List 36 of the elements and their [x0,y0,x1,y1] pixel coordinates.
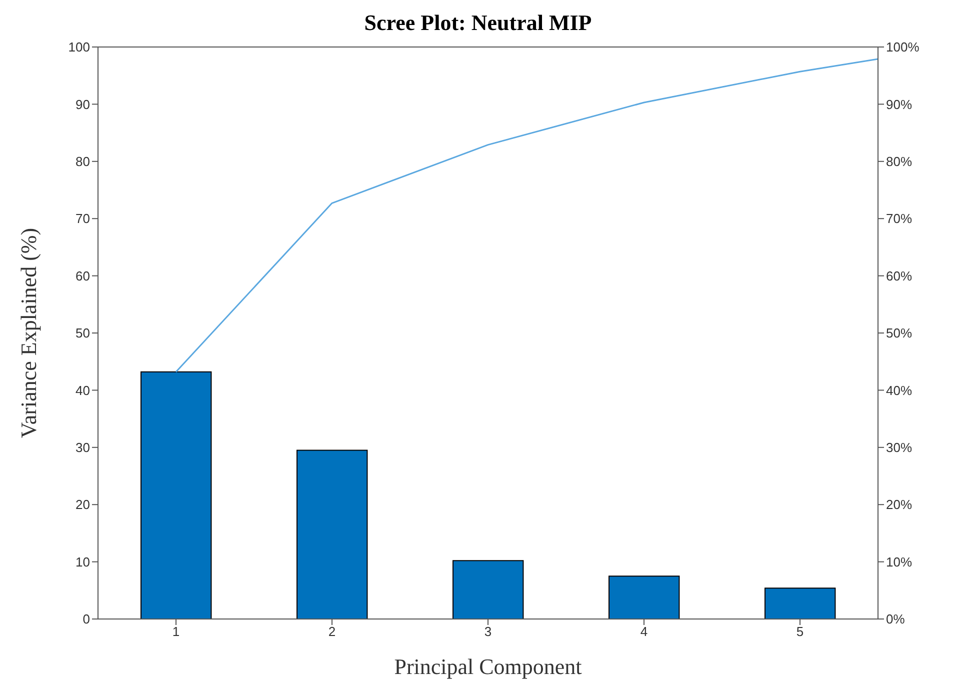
y2-tick-label: 100% [886,40,920,55]
y-tick-label: 40 [76,382,90,398]
x-axis-title: Principal Component [394,654,582,679]
y-tick-label: 100 [68,40,90,55]
x-tick-label: 5 [796,624,804,640]
y-tick-label: 80 [76,154,90,170]
x-tick-label: 1 [172,624,180,640]
y-tick-label: 10 [76,554,90,570]
y2-tick-label: 90% [886,96,912,112]
y2-tick-label: 50% [886,326,912,341]
y2-tick-label: 10% [886,554,912,570]
bar [452,560,524,619]
chart-title: Scree Plot: Neutral MIP [363,9,593,37]
y-tick-label: 60 [76,268,90,284]
y-tick-label: 20 [76,497,90,512]
line-series [175,58,878,373]
y2-tick-label: 0% [886,612,906,627]
bar [140,371,212,619]
x-tick-label: 3 [484,624,492,640]
y2-tick-label: 60% [886,268,912,284]
y2-tick-label: 20% [886,497,912,512]
x-tick-label: 2 [328,624,336,640]
y-tick-label: 70 [76,211,90,226]
y2-tick-label: 70% [886,211,912,226]
y2-tick-label: 80% [886,154,912,170]
bar [764,588,836,619]
bar [608,576,680,619]
y2-tick-label: 40% [886,382,912,398]
y-tick-label: 0 [82,612,90,627]
y-tick-label: 30 [76,440,90,456]
y-axis-title: Variance Explained (%) [16,228,41,438]
bar [296,450,368,619]
y2-tick-label: 30% [886,440,912,456]
y-tick-label: 50 [76,326,90,341]
y-tick-label: 90 [76,96,90,112]
x-tick-label: 4 [640,624,648,640]
